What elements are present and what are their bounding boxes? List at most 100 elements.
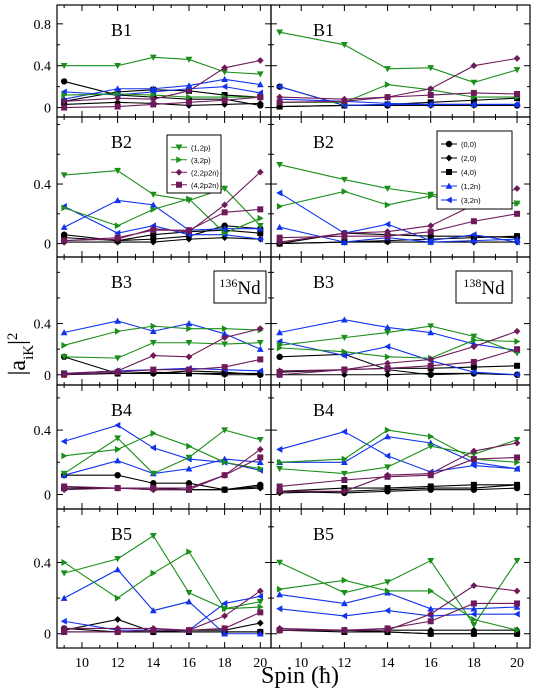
data-point xyxy=(61,104,68,111)
data-point xyxy=(221,325,229,333)
data-point xyxy=(276,161,284,169)
data-point xyxy=(470,451,478,458)
data-point xyxy=(427,192,435,200)
data-point xyxy=(256,619,264,627)
data-point xyxy=(384,94,391,101)
data-point xyxy=(186,195,193,203)
data-point xyxy=(257,206,264,213)
data-point xyxy=(114,94,122,102)
data-point xyxy=(276,371,283,378)
data-point xyxy=(114,435,122,442)
panel-b4-col2: B4 xyxy=(270,384,531,510)
data-point xyxy=(185,366,192,373)
data-point xyxy=(221,229,229,237)
data-point xyxy=(276,458,284,466)
series-line xyxy=(64,93,261,98)
data-point xyxy=(256,81,264,88)
data-point xyxy=(185,227,192,234)
data-point xyxy=(257,230,264,237)
data-point xyxy=(513,439,521,447)
y-axis-title-superscript: 2 xyxy=(5,333,21,341)
data-point xyxy=(470,605,478,612)
data-point xyxy=(470,610,477,618)
data-point xyxy=(470,231,477,239)
data-point xyxy=(427,222,435,230)
series-line xyxy=(63,199,261,231)
data-point xyxy=(276,344,284,352)
data-point xyxy=(384,343,391,350)
data-point xyxy=(256,587,264,595)
data-point xyxy=(61,559,68,566)
panel-frame xyxy=(56,384,272,510)
column-138Nd: B1 B2 B3 138Nd B4 B5 10 12 14 16 18 20 xyxy=(270,4,531,671)
data-point xyxy=(470,358,477,365)
data-point xyxy=(513,54,521,62)
data-point xyxy=(185,627,192,634)
legend-marker xyxy=(176,156,183,164)
data-point xyxy=(114,222,122,230)
data-point xyxy=(340,316,348,323)
data-point xyxy=(384,371,391,379)
data-point xyxy=(149,340,157,347)
data-point xyxy=(514,362,521,369)
data-point xyxy=(276,93,284,101)
series-line xyxy=(64,237,261,243)
data-point xyxy=(514,626,521,634)
data-point xyxy=(340,487,348,495)
panel-frame xyxy=(270,508,531,649)
data-point xyxy=(276,29,284,36)
data-point xyxy=(149,95,157,103)
data-point xyxy=(185,454,193,461)
data-point xyxy=(470,343,478,350)
series-12p xyxy=(276,557,521,629)
data-point xyxy=(60,437,67,445)
data-point xyxy=(384,220,391,228)
column-136Nd: 0 0.4 0.8 B1 0 0.4 B2 0 0.4 B3 136Nd 0 0.4 B4 0 0.4 B5 10… xyxy=(34,4,272,671)
series-20 xyxy=(60,370,264,379)
data-point xyxy=(185,353,193,361)
nucleus-label: 136Nd xyxy=(213,270,267,304)
data-point xyxy=(340,352,348,359)
data-point xyxy=(427,587,435,595)
series-32n xyxy=(60,421,264,474)
data-point xyxy=(340,612,348,620)
data-point xyxy=(340,590,348,597)
data-point xyxy=(470,456,477,463)
data-point xyxy=(149,352,157,359)
data-point xyxy=(150,101,157,108)
panel-b3-col2: B3 138Nd xyxy=(270,256,531,386)
series-line xyxy=(64,611,261,633)
panel-label: B1 xyxy=(313,20,334,40)
data-point xyxy=(470,481,477,488)
series-line xyxy=(279,348,518,376)
data-point xyxy=(256,630,264,637)
series-00 xyxy=(276,484,521,497)
data-point xyxy=(150,205,157,213)
series-line xyxy=(64,320,261,350)
data-point xyxy=(384,201,391,209)
legend-entry: (0,0) xyxy=(441,140,477,149)
data-point xyxy=(470,101,477,108)
x-axis-title: Spin (ħ) xyxy=(261,663,339,689)
data-point xyxy=(150,322,157,330)
series-line xyxy=(279,57,518,100)
series-line xyxy=(279,83,518,103)
data-point xyxy=(513,101,520,108)
series-32p xyxy=(276,426,521,466)
data-point xyxy=(114,88,121,95)
data-point xyxy=(513,557,521,565)
data-point xyxy=(221,600,228,607)
legend-entry: (4,0) xyxy=(441,168,477,177)
data-point xyxy=(384,81,391,88)
data-point xyxy=(114,197,122,204)
data-point xyxy=(114,90,122,98)
data-point xyxy=(114,471,121,479)
series-line xyxy=(63,198,261,234)
series-line xyxy=(64,590,261,631)
data-point xyxy=(427,610,435,618)
data-point xyxy=(256,223,264,230)
data-point xyxy=(276,591,284,598)
data-point xyxy=(114,355,122,362)
